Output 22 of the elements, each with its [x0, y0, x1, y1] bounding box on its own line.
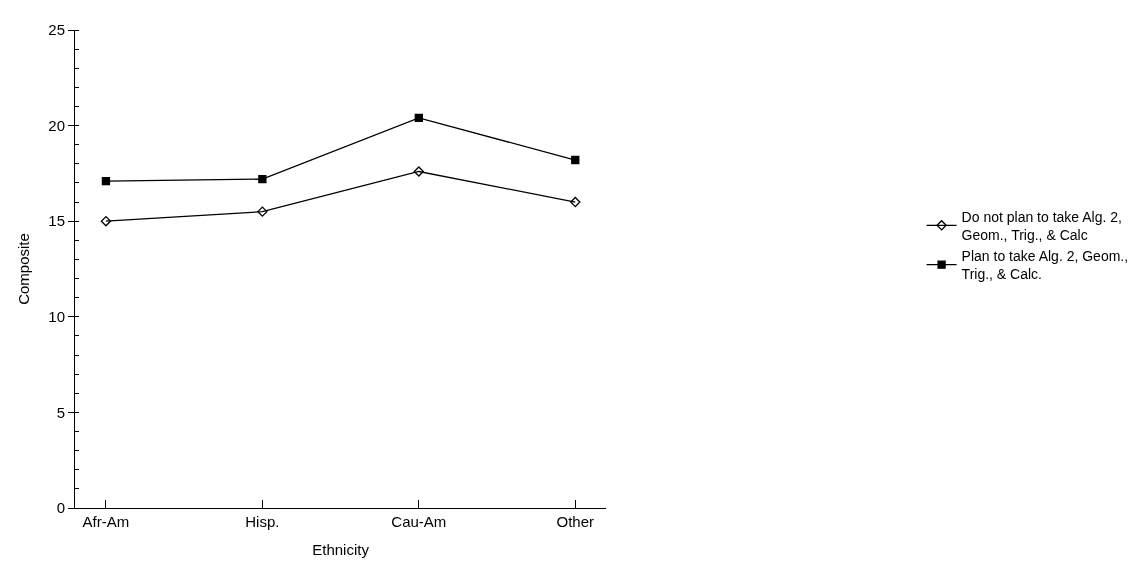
x-axis-title: Ethnicity	[312, 541, 370, 558]
point	[100, 216, 112, 227]
y-axis-title: Composite	[14, 233, 32, 305]
y-tick-label: 0	[56, 499, 65, 517]
y-tick-label: 10	[48, 308, 65, 326]
x-tick-label: Afr-Am	[82, 513, 130, 530]
y-tick-label: 25	[48, 21, 65, 39]
y-tick-label: 20	[48, 116, 65, 134]
point	[414, 113, 423, 123]
point	[413, 166, 425, 177]
point	[258, 174, 267, 184]
y-tick-label: 15	[48, 212, 65, 230]
point	[257, 206, 268, 217]
x-tick-label: Other	[556, 513, 595, 530]
x-tick-label: Cau-Am	[391, 513, 447, 530]
point	[570, 196, 581, 208]
x-tick-label: Hisp.	[245, 513, 280, 530]
y-tick-label: 5	[56, 403, 65, 421]
point	[571, 155, 580, 165]
legend-label: Plan to take Alg. 2, Geom., Trig., & Calc.	[961, 248, 1129, 283]
legend-label: Do not plan to take Alg. 2, Geom., Trig., & Calc	[961, 208, 1122, 243]
point	[101, 176, 111, 186]
